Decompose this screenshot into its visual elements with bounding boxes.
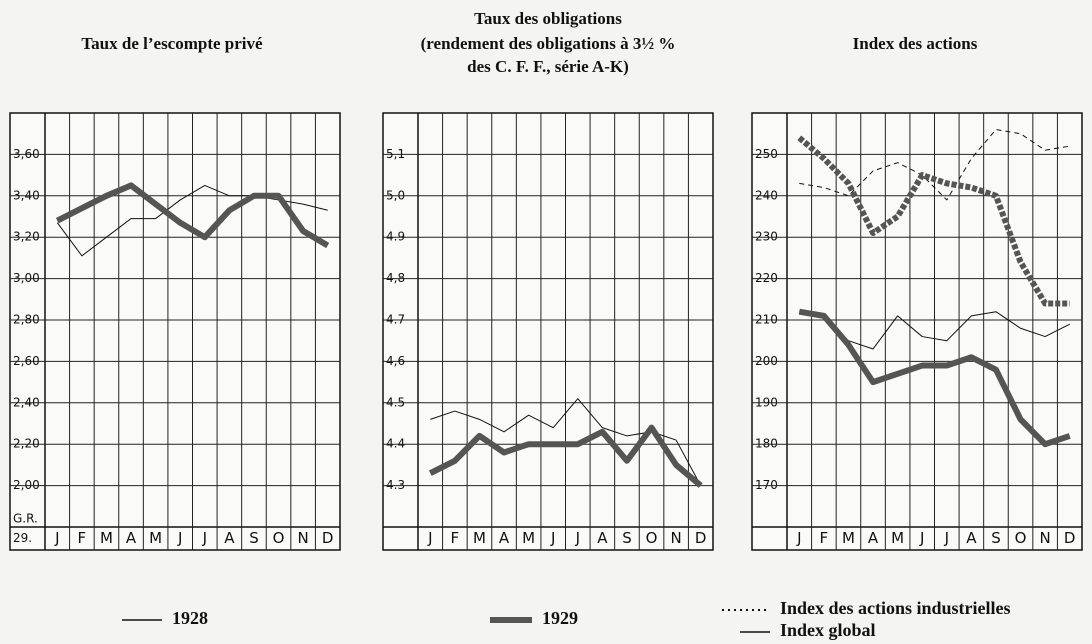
x-tick-label: J [944, 529, 949, 547]
x-tick-label: O [1015, 529, 1027, 547]
x-tick-label: A [499, 529, 510, 547]
annotation: G.R. [13, 512, 38, 526]
series-line [797, 135, 1070, 307]
x-tick-label: J [550, 529, 555, 547]
x-tick-label: A [868, 529, 879, 547]
x-tick-label: D [322, 529, 334, 547]
x-tick-label: J [575, 529, 580, 547]
x-tick-label: N [671, 529, 682, 547]
x-tick-label: J [177, 529, 182, 547]
x-tick-label: M [100, 529, 113, 547]
x-tick-label: S [622, 529, 632, 547]
annotation: 29. [13, 531, 32, 545]
x-tick-label: J [796, 529, 801, 547]
x-tick-label: O [646, 529, 658, 547]
plot-frame [382, 112, 714, 551]
x-tick-label: F [78, 529, 87, 547]
x-tick-label: M [891, 529, 904, 547]
x-tick-label: M [473, 529, 486, 547]
x-tick-label: A [966, 529, 977, 547]
x-tick-label: J [202, 529, 207, 547]
series-line [428, 424, 703, 488]
x-tick-label: F [451, 529, 460, 547]
x-tick-label: J [919, 529, 924, 547]
x-tick-label: J [54, 529, 59, 547]
x-tick-label: A [597, 529, 608, 547]
x-tick-label: A [126, 529, 137, 547]
x-tick-label: D [1064, 529, 1076, 547]
series-line [55, 182, 330, 249]
chart-title: Taux de l’escompte privé [81, 34, 263, 53]
x-tick-label: S [991, 529, 1001, 547]
x-tick-label: A [224, 529, 235, 547]
x-tick-label: N [298, 529, 309, 547]
chart-title: Taux des obligations [474, 9, 622, 28]
plot-frame [751, 112, 1083, 551]
x-tick-label: F [820, 529, 829, 547]
chart-subtitle: des C. F. F., série A-K) [467, 57, 629, 76]
x-tick-label: J [427, 529, 432, 547]
x-tick-label: O [273, 529, 285, 547]
x-tick-label: N [1040, 529, 1051, 547]
chart-subtitle: (rendement des obligations à 3½ % [421, 34, 676, 53]
x-tick-label: M [149, 529, 162, 547]
x-tick-label: S [249, 529, 259, 547]
legend-label: 1928 [172, 608, 208, 628]
legend-label: Index des actions industrielles [780, 598, 1011, 618]
x-tick-label: M [842, 529, 855, 547]
series-line [799, 129, 1070, 201]
series-line [798, 308, 1071, 448]
x-tick-label: M [522, 529, 535, 547]
x-tick-label: D [695, 529, 707, 547]
chart-title: Index des actions [853, 34, 978, 53]
legend-label: 1929 [542, 608, 578, 628]
legend-label: Index global [780, 620, 876, 640]
plot-frame [9, 112, 341, 551]
